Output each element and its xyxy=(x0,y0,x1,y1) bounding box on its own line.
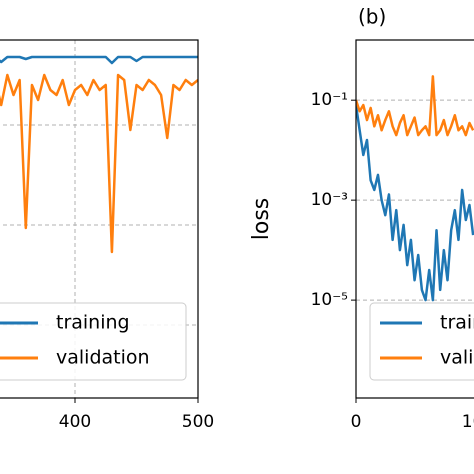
legend-box xyxy=(0,302,187,381)
y-tick-label: 10⁻⁵ xyxy=(311,290,348,310)
legend-label: training xyxy=(56,312,130,334)
legend-label: training xyxy=(440,312,474,334)
y-tick-label: 10⁻³ xyxy=(311,190,348,210)
legend: training validation xyxy=(369,302,474,381)
panel-label: (b) xyxy=(358,5,386,29)
y-tick-label: 10⁻¹ xyxy=(311,90,348,110)
x-tick-label: 100 xyxy=(462,412,474,432)
series-line xyxy=(0,73,198,254)
axes-frame xyxy=(0,39,199,399)
legend-label: validation xyxy=(440,347,474,369)
series-line xyxy=(356,75,474,137)
series-line xyxy=(0,55,198,65)
legend: training validation xyxy=(0,302,187,381)
x-tick-label: 0 xyxy=(351,412,362,432)
axes-frame xyxy=(355,39,474,399)
y-axis-label: loss xyxy=(249,198,274,241)
x-tick-label: 400 xyxy=(59,412,91,432)
legend-label: validation xyxy=(56,347,150,369)
x-tick-label: 500 xyxy=(182,412,214,432)
series-line xyxy=(356,105,474,302)
